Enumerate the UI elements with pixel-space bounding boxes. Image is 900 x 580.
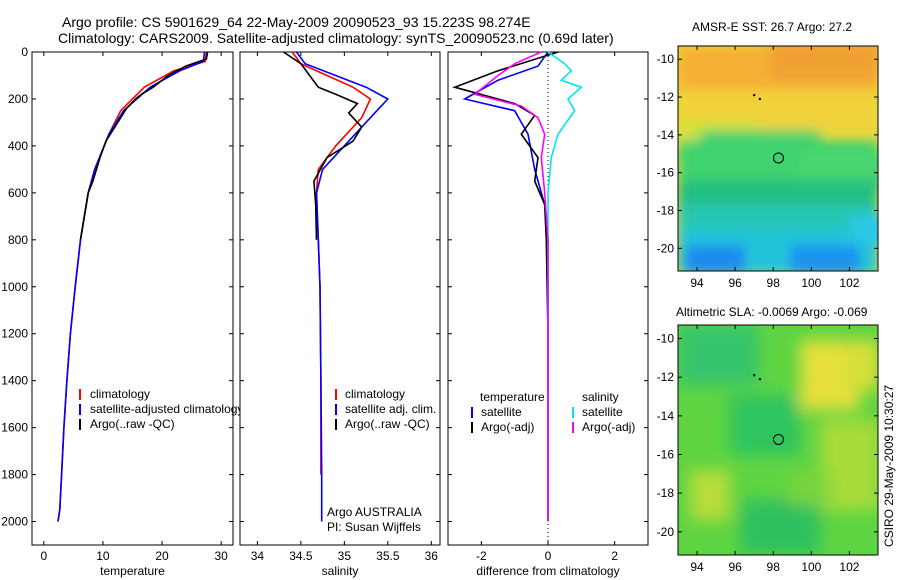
y-tick-label: 1600 [1,421,28,435]
series-argo-raw-qc- [283,51,363,240]
track-point [752,93,756,97]
x-tick-label: 96 [728,276,742,290]
series-temperature-argo-adj- [452,51,559,522]
x-tick-label: 10 [96,549,110,563]
sla-map-axes: 94 96 98 100 102 -10 -12 -14 -16 -18 -20 [657,324,879,574]
x-tick-label: 94 [690,276,704,290]
x-tick-label: -2 [476,549,487,563]
y-tick-label: 400 [8,139,28,153]
annotation-text: PI: Susan Wijffels [327,520,421,534]
y-tick-label: -10 [657,332,675,346]
x-tick-label: 35.5 [376,549,400,563]
y-tick-label: -12 [657,370,675,384]
x-tick-label: 30 [214,549,228,563]
x-tick-label: 0 [545,549,552,563]
y-tick-label: -20 [657,525,675,539]
salinity-panel: 34 34.5 35 35.5 36 salinity climatologysatelli… [239,51,441,578]
x-tick-label: 98 [767,276,781,290]
x-tick-label: 94 [690,560,704,574]
x-tick-label: 34.5 [289,549,313,563]
x-tick-label: 35 [338,549,352,563]
y-tick-label: -18 [657,203,675,217]
x-tick-label: 96 [728,560,742,574]
series-satellite-adj-clim- [295,51,390,522]
salinity-profile-xlabel: salinity [322,564,359,578]
series-salinity-argo-adj- [472,51,549,522]
track-point [752,374,756,377]
track-point [758,377,762,381]
y-tick-label: -18 [657,486,675,500]
y-tick-label: 600 [8,186,28,200]
legend-label: satellite [582,405,623,419]
legend-label: Argo(-adj) [582,420,635,434]
sst-heatmap [678,46,878,271]
figure-title-line2: Climatology: CARS2009. Satellite-adjuste… [58,30,614,46]
y-tick-label: -20 [657,241,675,255]
x-tick-label: 100 [801,276,821,290]
legend-header-salinity: salinity [582,390,619,404]
y-tick-label: 800 [8,233,28,247]
legend-header-temperature: temperature [480,390,545,404]
sla-map-title: Altimetric SLA: -0.0069 Argo: -0.069 [676,305,868,319]
x-tick-label: 102 [839,276,859,290]
y-tick-label: 1000 [1,280,28,294]
x-tick-label: 0 [40,549,47,563]
difference-profile-xlabel: difference from climatology [476,564,619,578]
y-tick-label: 0 [21,45,28,59]
sla-heatmap [678,325,878,555]
x-tick-label: 34 [251,549,265,563]
legend-label: satellite-adjusted climatology [90,402,243,416]
temperature-panel: 0 10 20 30 0 200 400 600 800 1000 1200 1400 1600 1800… [1,45,243,578]
csiro-timestamp: CSIRO 29-May-2009 10:30:27 [882,385,896,547]
x-tick-label: 2 [611,549,618,563]
y-tick-label: -16 [657,447,675,461]
float-position-marker [772,433,784,445]
temperature-profile-frame [31,51,234,546]
y-tick-label: 1800 [1,468,28,482]
legend-label: climatology [90,387,150,401]
salinity-profile-frame [239,51,441,546]
track-point [758,97,762,101]
y-tick-label: -16 [657,166,675,180]
x-tick-label: 36 [425,549,439,563]
sla-map-frame [677,324,879,556]
annotation-text: Argo AUSTRALIA [327,505,422,519]
x-tick-label: 100 [801,560,821,574]
legend-label: climatology [345,387,405,401]
float-position-marker [772,152,784,164]
x-tick-label: 20 [155,549,169,563]
temperature-profile-xlabel: temperature [100,564,165,578]
series-argo-raw-qc- [79,51,209,240]
legend-label: satellite adj. clim. [345,402,436,416]
y-tick-label: 2000 [1,515,28,529]
y-tick-label: 1200 [1,327,28,341]
y-tick-label: -10 [657,52,675,66]
legend-label: satellite [481,405,522,419]
sst-map-axes: 94 96 98 100 102 -10 -12 -14 -16 -18 -20 [657,45,879,290]
x-tick-label: 98 [767,560,781,574]
y-tick-label: -12 [657,90,675,104]
legend-label: Argo(..raw -QC) [90,417,175,431]
y-tick-label: -14 [657,409,675,423]
y-tick-label: -14 [657,128,675,142]
legend-label: Argo(-adj) [481,420,534,434]
x-tick-label: 102 [839,560,859,574]
legend-label: Argo(..raw -QC) [345,417,430,431]
sst-map-frame [677,45,879,272]
figure-title-line1: Argo profile: CS 5901629_64 22-May-2009 … [62,14,531,30]
y-tick-label: 200 [8,92,28,106]
y-tick-label: 1400 [1,374,28,388]
sst-map-title: AMSR-E SST: 26.7 Argo: 27.2 [692,20,852,34]
